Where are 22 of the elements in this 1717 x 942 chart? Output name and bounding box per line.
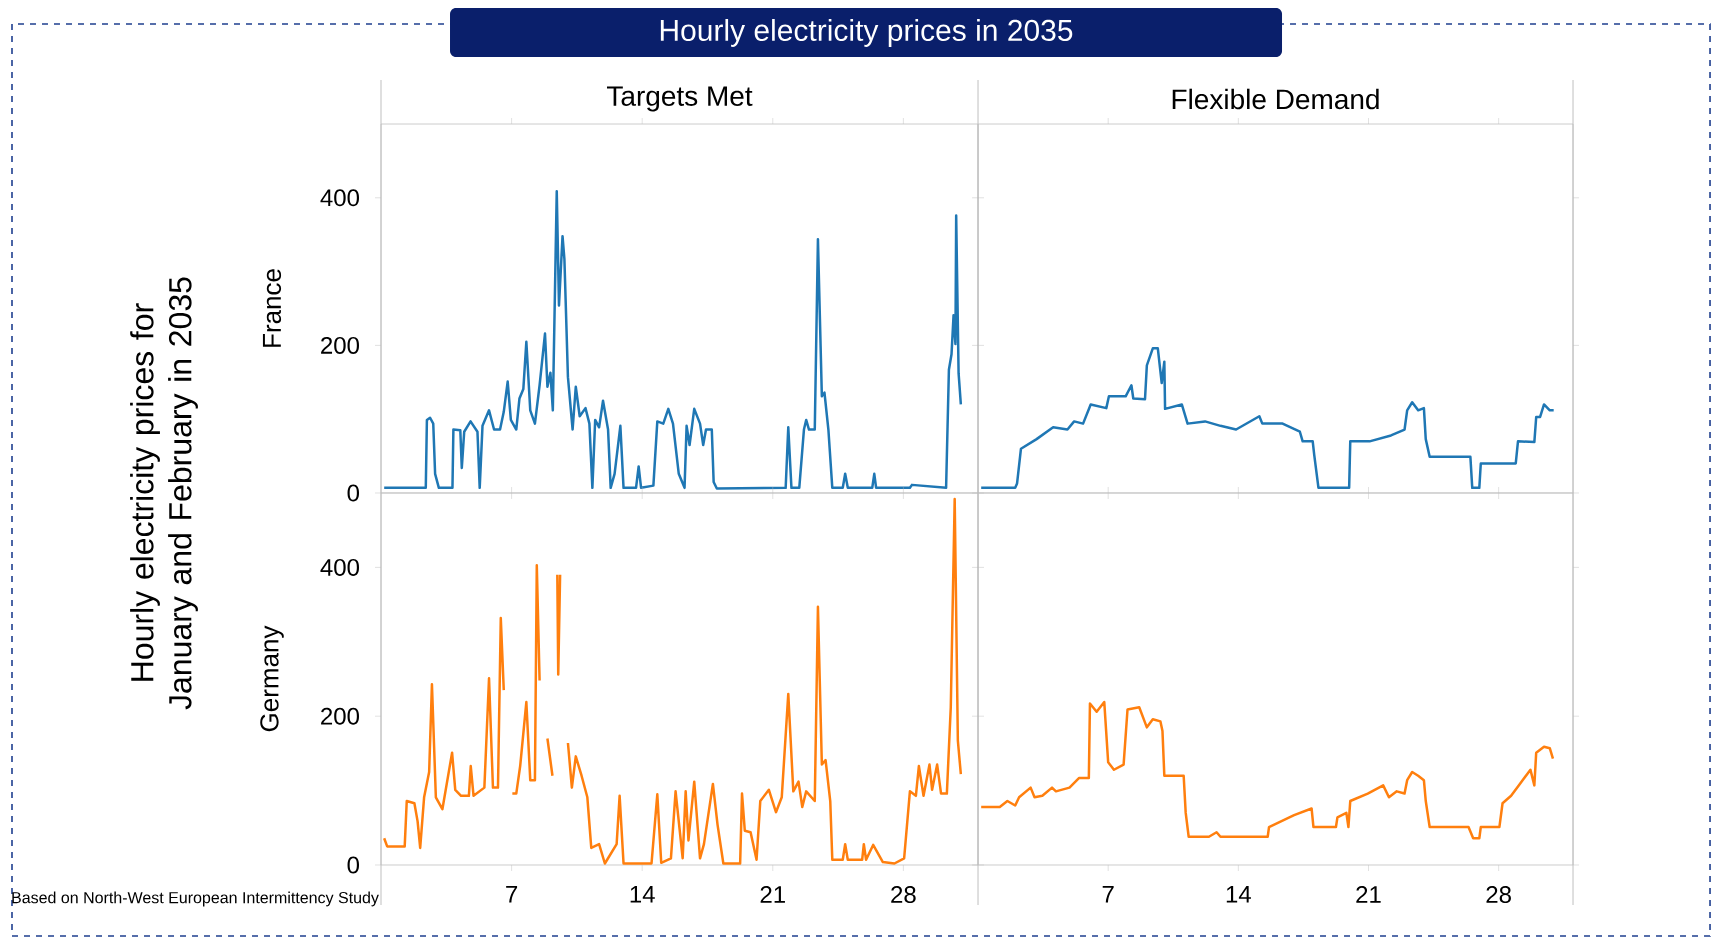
y-tick-label: 200: [321, 336, 360, 354]
x-tick-label: 21: [1356, 886, 1381, 903]
chart-subtitle: Targets Met: [607, 86, 753, 112]
y-tick-label: 200: [321, 707, 360, 725]
x-tick-label: 7: [1102, 886, 1114, 903]
text: Based on North-West European Intermittency Study: [12, 891, 379, 907]
x-tick-label: 7: [506, 886, 518, 903]
y-tick-label: 400: [320, 558, 360, 576]
chart-title: Hourly electricity prices in 2035: [660, 19, 1073, 47]
x-tick-label: 14: [1226, 886, 1251, 903]
x-tick-label: 28: [891, 886, 916, 904]
y-axis-title: Germany: [260, 625, 284, 732]
x-tick-label: 28: [1486, 886, 1511, 904]
y-tick-label: 0: [347, 484, 360, 502]
chart-subtitle: Flexible Demand: [1172, 88, 1379, 110]
x-tick-label: 21: [760, 886, 785, 903]
y-tick-label: 0: [347, 856, 360, 874]
y-tick-label: 400: [320, 189, 360, 207]
x-tick-label: 14: [630, 886, 655, 903]
line-series: [382, 189, 963, 490]
y-axis-title: France: [262, 269, 282, 347]
text: Hourly electricity prices for January and February in 2035: [130, 277, 198, 710]
